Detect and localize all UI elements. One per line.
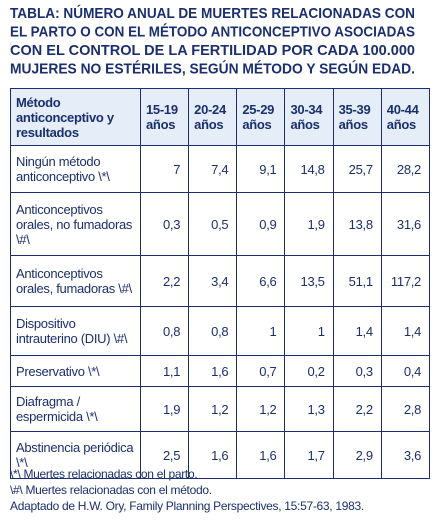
method-cell: Diafragma / espermicida \*\ — [10, 386, 141, 432]
value-cell: 25,7 — [332, 145, 382, 193]
note: \*\ Muertes relacionadas con el parto. — [10, 467, 198, 481]
value-cell: 2,5 — [139, 431, 190, 479]
value-cell: 2,8 — [380, 386, 431, 432]
value-cell: 0,9 — [236, 192, 286, 256]
value-cell: 1,6 — [236, 431, 286, 479]
method-cell: Anticonceptivos orales, no fumadoras \#\ — [10, 192, 141, 256]
title-line: TABLA: NÚMERO ANUAL DE MUERTES RELACIONA… — [10, 4, 415, 22]
table-row: Abstinencia periódica \*\ 2,5 1,6 1,6 1,7 2,9… — [10, 431, 431, 479]
title-line: CON EL CONTROL DE LA FERTILIDAD POR CADA… — [10, 42, 415, 59]
header-cell: 20-24 años — [188, 88, 238, 146]
value-cell: 1 — [236, 306, 286, 356]
title: TABLA: NÚMERO ANUAL DE MUERTES RELACIONA… — [10, 4, 415, 78]
value-cell: 1,6 — [188, 431, 238, 479]
table-row: Anticonceptivos orales, fumadoras \#\ 2,2… — [10, 255, 431, 307]
value-cell: 1,3 — [284, 386, 334, 432]
value-cell: 31,6 — [380, 192, 431, 256]
table-row: Preservativo \*\ 1,1 1,6 0,7 0,2 0,3 0,4 — [10, 355, 431, 387]
header-cell: 30-34 años — [284, 88, 334, 146]
table-row: Ningún método anticonceptivo \*\ 7 7,4 9,1 1… — [10, 145, 431, 193]
header-cell: 25-29 años — [236, 88, 286, 146]
value-cell: 13,5 — [284, 255, 334, 307]
note: Adaptado de H.W. Ory, Family Planning Pe… — [10, 499, 364, 513]
method-cell: Preservativo \*\ — [10, 355, 141, 387]
value-cell: 1 — [284, 306, 334, 356]
header-cell: Método anticonceptivo y resultados — [10, 88, 141, 146]
header-cell: 35-39 años — [332, 88, 382, 146]
method-cell: Ningún método anticonceptivo \*\ — [10, 145, 141, 193]
value-cell: 1,4 — [380, 306, 431, 356]
value-cell: 2,2 — [332, 386, 382, 432]
value-cell: 1,2 — [236, 386, 286, 432]
value-cell: 1,9 — [139, 386, 190, 432]
value-cell: 7,4 — [188, 145, 238, 193]
header-row: Método anticonceptivo y resultados 15-19 … — [10, 88, 431, 146]
value-cell: 1,9 — [284, 192, 334, 256]
header-cell: 15-19 años — [139, 88, 190, 146]
value-cell: 1,6 — [188, 355, 238, 387]
value-cell: 14,8 — [284, 145, 334, 193]
value-cell: 3,4 — [188, 255, 238, 307]
table-row: Anticonceptivos orales, no fumadoras \#\… — [10, 192, 431, 256]
value-cell: 28,2 — [380, 145, 431, 193]
table-row: Diafragma / espermicida \*\ 1,9 1,2 1,2 1,3 2… — [10, 386, 431, 432]
title-line: MUJERES NO ESTÉRILES, SEGÚN MÉTODO Y SEG… — [10, 60, 415, 78]
header-cell: 40-44 años — [380, 88, 431, 146]
value-cell: 2,2 — [139, 255, 190, 307]
value-cell: 9,1 — [236, 145, 286, 193]
note: \#\ Muertes relacionadas con el método. — [10, 483, 212, 497]
value-cell: 1,1 — [139, 355, 190, 387]
value-cell: 51,1 — [332, 255, 382, 307]
method-cell: Anticonceptivos orales, fumadoras \#\ — [10, 255, 141, 307]
value-cell: 0,2 — [284, 355, 334, 387]
value-cell: 0,4 — [380, 355, 431, 387]
value-cell: 0,8 — [188, 306, 238, 356]
value-cell: 6,6 — [236, 255, 286, 307]
title-line: EL PARTO O CON EL MÉTODO ANTICONCEPTIVO … — [10, 24, 415, 41]
value-cell: 117,2 — [380, 255, 431, 307]
notes: \*\ Muertes relacionadas con el parto. \#… — [10, 466, 364, 514]
value-cell: 13,8 — [332, 192, 382, 256]
value-cell: 3,6 — [380, 431, 431, 479]
value-cell: 1,4 — [332, 306, 382, 356]
table-body: Ningún método anticonceptivo \*\ 7 7,4 9,1 1… — [10, 145, 431, 479]
method-cell: Abstinencia periódica \*\ — [10, 431, 141, 479]
value-cell: 0,3 — [332, 355, 382, 387]
value-cell: 7 — [139, 145, 190, 193]
table: Método anticonceptivo y resultados 15-19 … — [10, 88, 431, 479]
value-cell: 1,7 — [284, 431, 334, 479]
value-cell: 0,3 — [139, 192, 190, 256]
value-cell: 0,7 — [236, 355, 286, 387]
value-cell: 0,8 — [139, 306, 190, 356]
table-row: Dispositivo intrauterino (DIU) \#\ 0,8 0,8… — [10, 306, 431, 356]
value-cell: 0,5 — [188, 192, 238, 256]
method-cell: Dispositivo intrauterino (DIU) \#\ — [10, 306, 141, 356]
value-cell: 1,2 — [188, 386, 238, 432]
value-cell: 2,9 — [332, 431, 382, 479]
